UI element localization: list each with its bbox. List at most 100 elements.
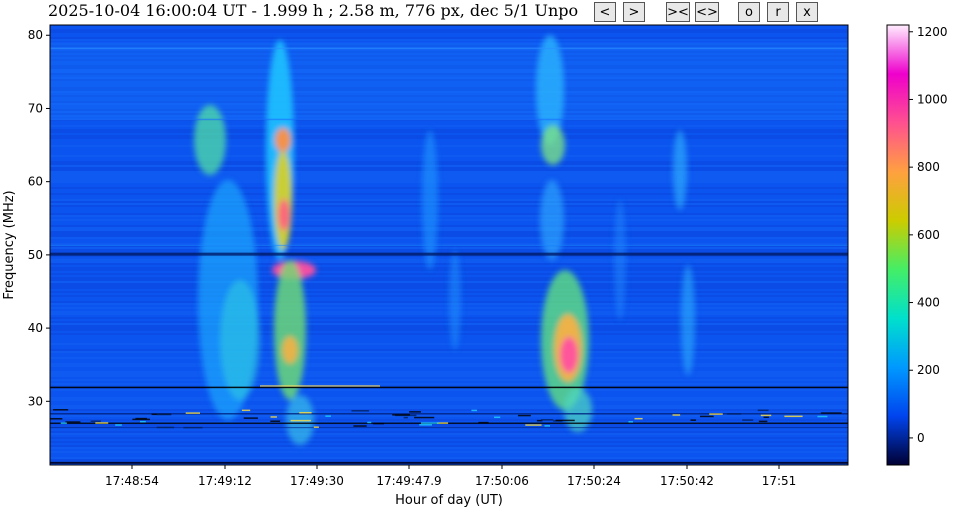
interference-line: [50, 244, 848, 246]
bg-texture-line: [50, 419, 848, 421]
bg-texture-line: [50, 273, 848, 275]
bg-texture-line: [50, 221, 848, 223]
rfi-dash: [634, 417, 643, 420]
bg-texture-line: [50, 363, 848, 365]
interference-line: [50, 386, 848, 389]
bg-texture-line: [50, 311, 848, 313]
bg-texture-line: [50, 281, 848, 283]
bg-texture-line: [50, 161, 848, 163]
bg-texture-line: [50, 229, 848, 231]
bg-texture-line: [50, 33, 848, 35]
bg-texture-line: [50, 133, 848, 135]
bg-texture-line: [50, 153, 848, 155]
rfi-dash: [270, 420, 281, 422]
bg-texture-line: [50, 79, 848, 81]
zoom-out-button[interactable]: <>: [695, 2, 719, 22]
x-tick-label: 17:48:54: [105, 474, 159, 488]
bg-texture-line: [50, 125, 848, 127]
bg-texture-line: [50, 279, 848, 281]
rfi-dash: [290, 419, 311, 422]
bg-texture-line: [50, 321, 848, 323]
bg-texture-line: [50, 187, 848, 189]
r-button[interactable]: r: [767, 2, 789, 22]
bg-texture-line: [50, 377, 848, 379]
bg-texture-line: [50, 239, 848, 241]
bg-texture-line: [50, 197, 848, 199]
burst-emission: [422, 130, 438, 270]
rfi-dash: [540, 419, 554, 421]
rfi-dash: [156, 426, 175, 429]
next-button[interactable]: >: [623, 2, 645, 22]
interference-line: [50, 252, 848, 256]
bg-texture-line: [50, 441, 848, 443]
bg-texture-line: [50, 107, 848, 109]
prev-button[interactable]: <: [594, 2, 616, 22]
rfi-dash: [709, 413, 723, 415]
rfi-dash: [758, 420, 768, 423]
bg-texture-line: [50, 271, 848, 273]
bg-texture-line: [50, 69, 848, 71]
bg-texture-line: [50, 223, 848, 225]
bg-texture-line: [50, 205, 848, 207]
bg-texture-line: [50, 399, 848, 401]
o-button[interactable]: o: [738, 2, 760, 22]
rfi-dash: [313, 426, 319, 428]
bg-texture-line: [50, 181, 848, 183]
burst-emission: [673, 130, 687, 210]
bg-texture-line: [50, 447, 848, 449]
rfi-dash: [270, 416, 277, 418]
bg-texture-line: [50, 233, 848, 235]
bg-texture-line: [50, 367, 848, 369]
bg-texture-line: [50, 59, 848, 61]
rfi-dash: [672, 414, 681, 416]
bg-texture-line: [50, 219, 848, 221]
bg-texture-line: [50, 391, 848, 393]
x-tick-label: 17:49:12: [198, 474, 252, 488]
x-tick-label: 17:49:47.9: [376, 474, 441, 488]
y-tick-label: 40: [28, 321, 43, 335]
bg-texture-line: [50, 67, 848, 69]
bg-texture-line: [50, 101, 848, 103]
bg-texture-line: [50, 207, 848, 209]
rfi-dash: [135, 417, 148, 420]
burst-emission: [194, 105, 226, 175]
bg-texture-line: [50, 211, 848, 213]
bg-texture-line: [50, 411, 848, 413]
bg-texture-line: [50, 265, 848, 267]
bg-texture-line: [50, 225, 848, 227]
bg-texture-line: [50, 303, 848, 305]
bg-texture-line: [50, 147, 848, 149]
bg-texture-line: [50, 275, 848, 277]
interference-line: [50, 118, 848, 121]
interference-line: [50, 422, 848, 425]
bg-texture-line: [50, 127, 848, 129]
bg-texture-line: [50, 77, 848, 79]
bg-texture-line: [50, 329, 848, 331]
bg-texture-line: [50, 139, 848, 141]
x-button[interactable]: x: [796, 2, 818, 22]
plot-frame: [49, 24, 849, 466]
bg-texture-line: [50, 393, 848, 395]
bg-texture-line: [50, 75, 848, 77]
rfi-dash: [690, 419, 697, 421]
bg-texture-line: [50, 91, 848, 93]
colorbar-tick-label: 400: [917, 296, 940, 310]
bg-texture-line: [50, 261, 848, 263]
bg-texture-line: [50, 63, 848, 65]
bg-texture-line: [50, 71, 848, 73]
rfi-dash: [471, 409, 478, 412]
rfi-dash: [555, 419, 575, 422]
bg-texture-line: [50, 347, 848, 349]
bg-texture-line: [50, 295, 848, 297]
x-axis: 17:48:54 17:49:12 17:49:30 17:49:47.9 17:50:…: [105, 465, 796, 488]
rfi-dash: [367, 421, 372, 424]
rfi-dash: [760, 414, 772, 417]
rfi-dash: [325, 415, 332, 417]
bg-texture-line: [50, 263, 848, 265]
bg-texture-line: [50, 61, 848, 63]
zoom-in-button[interactable]: ><: [666, 2, 690, 22]
bg-texture-line: [50, 51, 848, 53]
bg-texture-line: [50, 83, 848, 85]
bg-texture-line: [50, 429, 848, 431]
bg-texture-line: [50, 155, 848, 157]
